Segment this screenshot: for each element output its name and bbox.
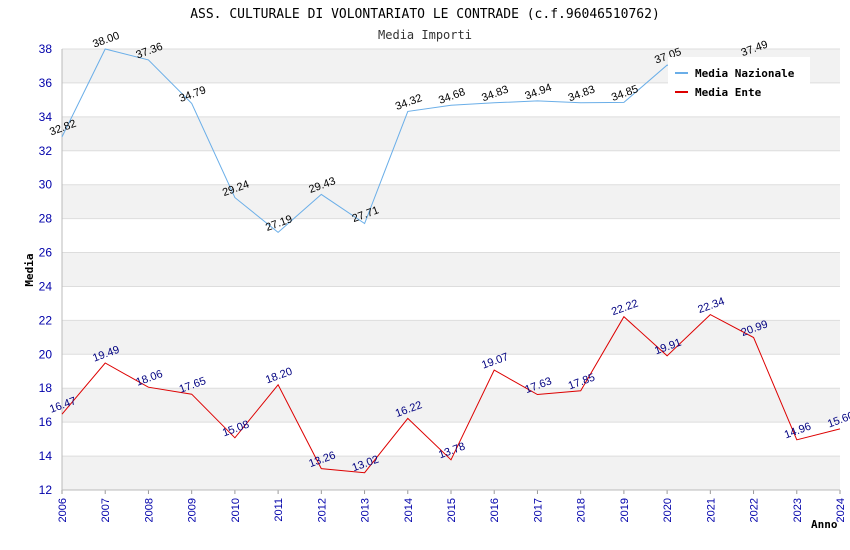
x-tick-label: 2016: [489, 498, 501, 522]
x-tick-label: 2018: [576, 498, 588, 522]
grid-band: [62, 184, 840, 219]
y-tick-label: 12: [39, 483, 53, 497]
x-tick-label: 2021: [705, 498, 717, 522]
x-tick-label: 2023: [792, 498, 804, 522]
x-tick-label: 2014: [403, 498, 415, 522]
legend: Media Nazionale Media Ente: [668, 57, 810, 101]
y-tick-label: 16: [39, 415, 53, 429]
grid-band: [62, 388, 840, 423]
data-label: 18.06: [134, 368, 164, 389]
chart-title: ASS. CULTURALE DI VOLONTARIATO LE CONTRA…: [190, 7, 660, 22]
series-line-media-ente: [61, 313, 841, 474]
data-label: 34.79: [178, 84, 208, 105]
y-tick-label: 34: [39, 110, 53, 124]
y-tick-label: 36: [39, 76, 53, 90]
x-tick-label: 2017: [532, 498, 544, 522]
y-tick-label: 24: [39, 279, 53, 293]
y-axis-label: Media: [23, 253, 36, 286]
x-tick-label: 2013: [360, 498, 372, 522]
data-label: 34.83: [480, 84, 510, 105]
y-tick-label: 30: [39, 178, 53, 192]
y-tick-label: 26: [39, 246, 53, 260]
data-label: 22.34: [696, 295, 726, 316]
x-tick-label: 2009: [187, 498, 199, 522]
data-label: 34.68: [437, 86, 467, 107]
x-tick-label: 2015: [446, 498, 458, 522]
y-tick-label: 38: [39, 42, 53, 56]
y-tick-labels: 12 14 16 18 20 22 24 26 28 30 32 34 36 38: [39, 42, 53, 497]
chart-subtitle: Media Importi: [378, 28, 472, 42]
y-tick-label: 20: [39, 347, 53, 361]
data-label: 34.94: [523, 82, 553, 103]
x-tick-label: 2019: [619, 498, 631, 522]
y-tick-label: 28: [39, 212, 53, 226]
grid-band: [62, 252, 840, 287]
grid-band: [62, 456, 840, 490]
x-tick-label: 2020: [662, 498, 674, 522]
x-tick-label: 2007: [100, 498, 112, 522]
series-line-media-nazionale: [61, 48, 754, 234]
axes: [61, 49, 840, 491]
y-tick-label: 18: [39, 381, 53, 395]
data-label: 14.96: [783, 421, 813, 442]
grid-bands: [62, 49, 840, 490]
x-tick-label: 2006: [57, 498, 69, 522]
grid-lines: [61, 48, 841, 494]
series-lines: [61, 48, 841, 474]
x-tick-label: 2024: [835, 498, 847, 522]
data-label: 22.22: [610, 298, 640, 319]
legend-box: [668, 57, 810, 101]
x-tick-label: 2011: [273, 498, 285, 522]
grid-band: [62, 116, 840, 151]
data-label: 18.20: [264, 366, 294, 387]
x-tick-label: 2012: [316, 498, 328, 522]
grid-band: [62, 320, 840, 355]
x-axis-label: Anno: [811, 518, 838, 531]
x-tick-label: 2022: [749, 498, 761, 522]
data-label: 34.85: [610, 83, 640, 104]
x-tick-label: 2008: [143, 498, 155, 522]
data-label: 38.00: [91, 30, 121, 51]
y-tick-label: 32: [39, 144, 53, 158]
x-tick-label: 2010: [230, 498, 242, 522]
data-label: 34.83: [567, 84, 597, 105]
y-tick-label: 14: [39, 449, 53, 463]
legend-entry: Media Ente: [695, 86, 762, 99]
y-tick-label: 22: [39, 313, 53, 327]
x-tick-labels: 2006 2007 2008 2009 2010 2011 2012 2013 2014 2015…: [57, 498, 847, 522]
legend-entry: Media Nazionale: [695, 67, 795, 80]
